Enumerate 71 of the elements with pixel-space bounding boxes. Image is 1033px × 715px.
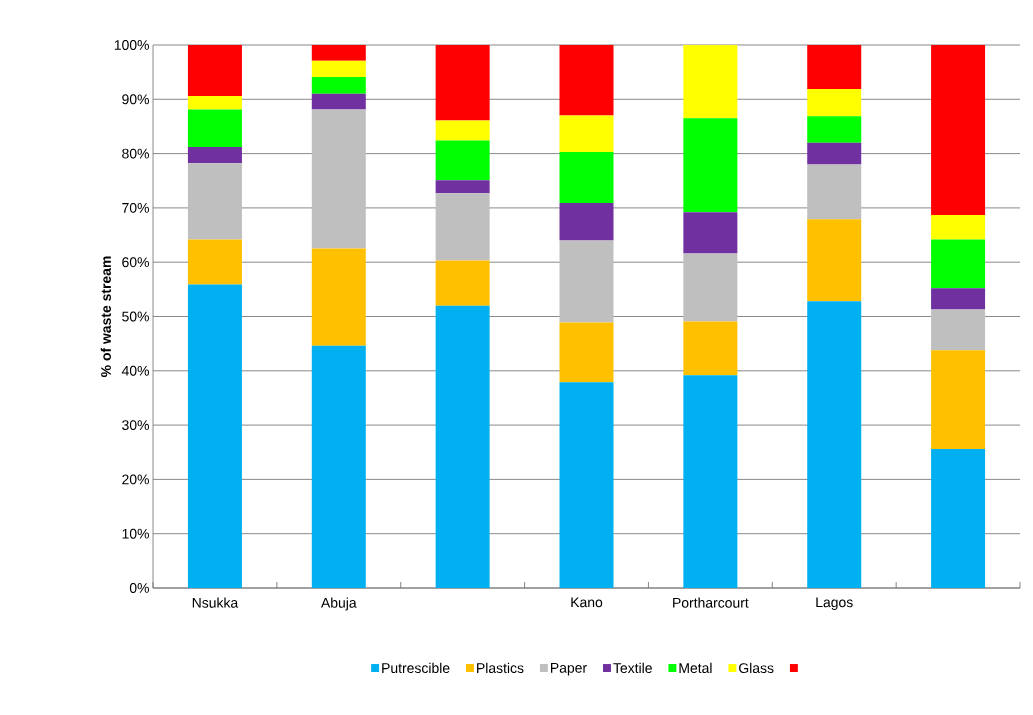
y-tick-label: 20% — [122, 474, 149, 485]
bar — [807, 116, 862, 143]
legend-label: Paper — [551, 663, 587, 676]
bar — [187, 239, 242, 285]
y-tick-label: 100% — [114, 40, 149, 50]
y-tick-label: 90% — [122, 94, 149, 105]
bar — [559, 151, 614, 204]
bar — [187, 109, 242, 148]
bar — [187, 96, 242, 110]
bar — [931, 288, 986, 310]
legend-label: Putrescible — [382, 662, 450, 674]
bar — [683, 118, 738, 213]
bar — [559, 203, 614, 241]
bar — [931, 44, 986, 215]
bar — [683, 253, 738, 322]
bar — [311, 93, 366, 110]
bar — [559, 322, 614, 383]
y-tick-label: 60% — [122, 257, 149, 268]
legend-label: Textile — [613, 662, 652, 674]
y-tick-label: 50% — [122, 311, 149, 322]
bar — [683, 212, 738, 254]
y-tick-label: 0% — [129, 583, 149, 593]
bar — [435, 260, 490, 306]
bar — [311, 44, 366, 61]
bar — [435, 140, 490, 181]
bar — [931, 309, 986, 351]
bar — [187, 147, 242, 164]
bar — [559, 240, 614, 323]
bar — [435, 305, 490, 588]
y-axis-title: % of waste stream — [100, 256, 111, 377]
bar — [311, 109, 366, 249]
bar — [435, 193, 490, 261]
x-tick-label: Nsukka — [192, 597, 239, 608]
bar — [311, 345, 366, 588]
bar — [807, 164, 862, 220]
bar — [683, 44, 738, 119]
legend-label: Glass — [739, 662, 774, 674]
bar — [807, 44, 862, 89]
bar — [435, 44, 490, 121]
bar — [807, 219, 862, 302]
bar — [807, 142, 862, 165]
y-tick-label: 40% — [121, 365, 149, 376]
bar — [187, 163, 242, 240]
x-tick-label: Portharcourt — [673, 597, 749, 608]
bar — [435, 180, 490, 194]
bar — [559, 382, 614, 588]
y-tick-label: 30% — [122, 420, 149, 431]
bar — [807, 88, 862, 117]
x-tick-label: Lagos — [816, 597, 853, 610]
x-tick-label: Kano — [571, 597, 603, 608]
bar — [683, 321, 738, 376]
bar — [559, 115, 614, 152]
bar — [187, 44, 242, 97]
bar — [311, 248, 366, 346]
x-tick-label: Abuja — [320, 597, 357, 611]
bar — [931, 448, 986, 588]
bar — [931, 350, 986, 449]
bar — [187, 284, 242, 588]
bar — [311, 77, 366, 94]
bar — [311, 60, 366, 78]
legend-label: Metal — [679, 662, 712, 674]
y-tick-label: 80% — [122, 148, 149, 159]
bar — [559, 44, 614, 116]
bar — [931, 214, 986, 240]
bar — [807, 301, 862, 588]
bar — [435, 120, 490, 141]
y-tick-label: 70% — [122, 202, 149, 213]
bar — [683, 375, 738, 588]
bar — [931, 239, 986, 289]
legend-label: Plastics — [477, 662, 524, 674]
y-tick-label: 10% — [122, 528, 149, 539]
